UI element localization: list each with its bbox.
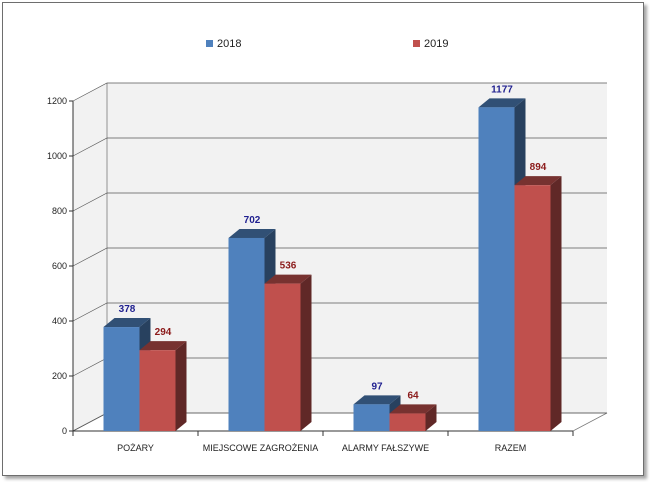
data-label: 702 bbox=[244, 215, 261, 226]
legend-swatch-2019 bbox=[413, 40, 420, 47]
y-tick-label: 600 bbox=[52, 261, 67, 271]
x-tick-label: ALARMY FAŁSZYWE bbox=[342, 443, 429, 453]
x-tick-label: RAZEM bbox=[495, 443, 527, 453]
data-label: 294 bbox=[155, 327, 172, 338]
bar-side bbox=[300, 274, 312, 431]
bar-side bbox=[425, 404, 437, 431]
bar-front bbox=[139, 350, 176, 431]
legend-label-2018: 2018 bbox=[217, 38, 241, 50]
gridline bbox=[72, 247, 607, 267]
bar bbox=[264, 274, 312, 431]
legend-swatch-2018 bbox=[206, 40, 213, 47]
y-tick-label: 200 bbox=[52, 371, 67, 381]
bar-top bbox=[389, 404, 437, 414]
bar-top bbox=[478, 98, 526, 108]
gridline bbox=[72, 82, 607, 102]
x-tick-label: MIEJSCOWE ZAGROŻENIA bbox=[203, 443, 319, 453]
data-labels: 378 294 702 536 97 64 1177 894 bbox=[119, 84, 547, 401]
bar-front bbox=[514, 185, 551, 431]
gridline bbox=[72, 302, 607, 322]
data-label: 64 bbox=[407, 390, 419, 401]
gridline bbox=[72, 192, 607, 212]
x-tick-label: POŻARY bbox=[117, 443, 154, 453]
bar-front bbox=[478, 107, 515, 431]
chart-frame: 0 200 400 600 800 1000 1200 POŻARY MIEJSCOWE ZAG… bbox=[2, 2, 644, 476]
bar-front bbox=[353, 404, 390, 431]
bar-front bbox=[103, 327, 140, 431]
y-tick-label: 1000 bbox=[47, 151, 67, 161]
bar-top bbox=[139, 341, 187, 351]
bars bbox=[103, 98, 562, 431]
y-tick-label: 0 bbox=[62, 426, 67, 436]
bar-chart: 0 200 400 600 800 1000 1200 POŻARY MIEJSCOWE ZAG… bbox=[47, 38, 608, 453]
legend-label-2019: 2019 bbox=[424, 38, 448, 50]
bar-top bbox=[514, 176, 562, 186]
data-label: 894 bbox=[530, 162, 547, 173]
bar-top bbox=[353, 395, 401, 405]
bar-front bbox=[389, 413, 426, 431]
gridline bbox=[72, 137, 607, 157]
bar-top bbox=[103, 318, 151, 328]
bar bbox=[389, 404, 437, 431]
bar-side bbox=[550, 176, 562, 431]
bar bbox=[139, 341, 187, 431]
back-wall bbox=[73, 83, 607, 431]
data-label: 97 bbox=[371, 381, 383, 392]
bar-top bbox=[264, 274, 312, 284]
data-label: 378 bbox=[119, 304, 136, 315]
y-tick-label: 400 bbox=[52, 316, 67, 326]
legend: 2018 2019 bbox=[206, 38, 448, 50]
data-label: 536 bbox=[280, 261, 297, 272]
y-tick-label: 800 bbox=[52, 206, 67, 216]
bar bbox=[514, 176, 562, 431]
y-tick-label: 1200 bbox=[47, 96, 67, 106]
bar-top bbox=[228, 228, 276, 238]
data-label: 1177 bbox=[491, 84, 513, 95]
bar-front bbox=[264, 283, 301, 431]
bar-front bbox=[228, 237, 265, 431]
gridlines bbox=[72, 82, 607, 432]
bar-side bbox=[175, 341, 187, 431]
